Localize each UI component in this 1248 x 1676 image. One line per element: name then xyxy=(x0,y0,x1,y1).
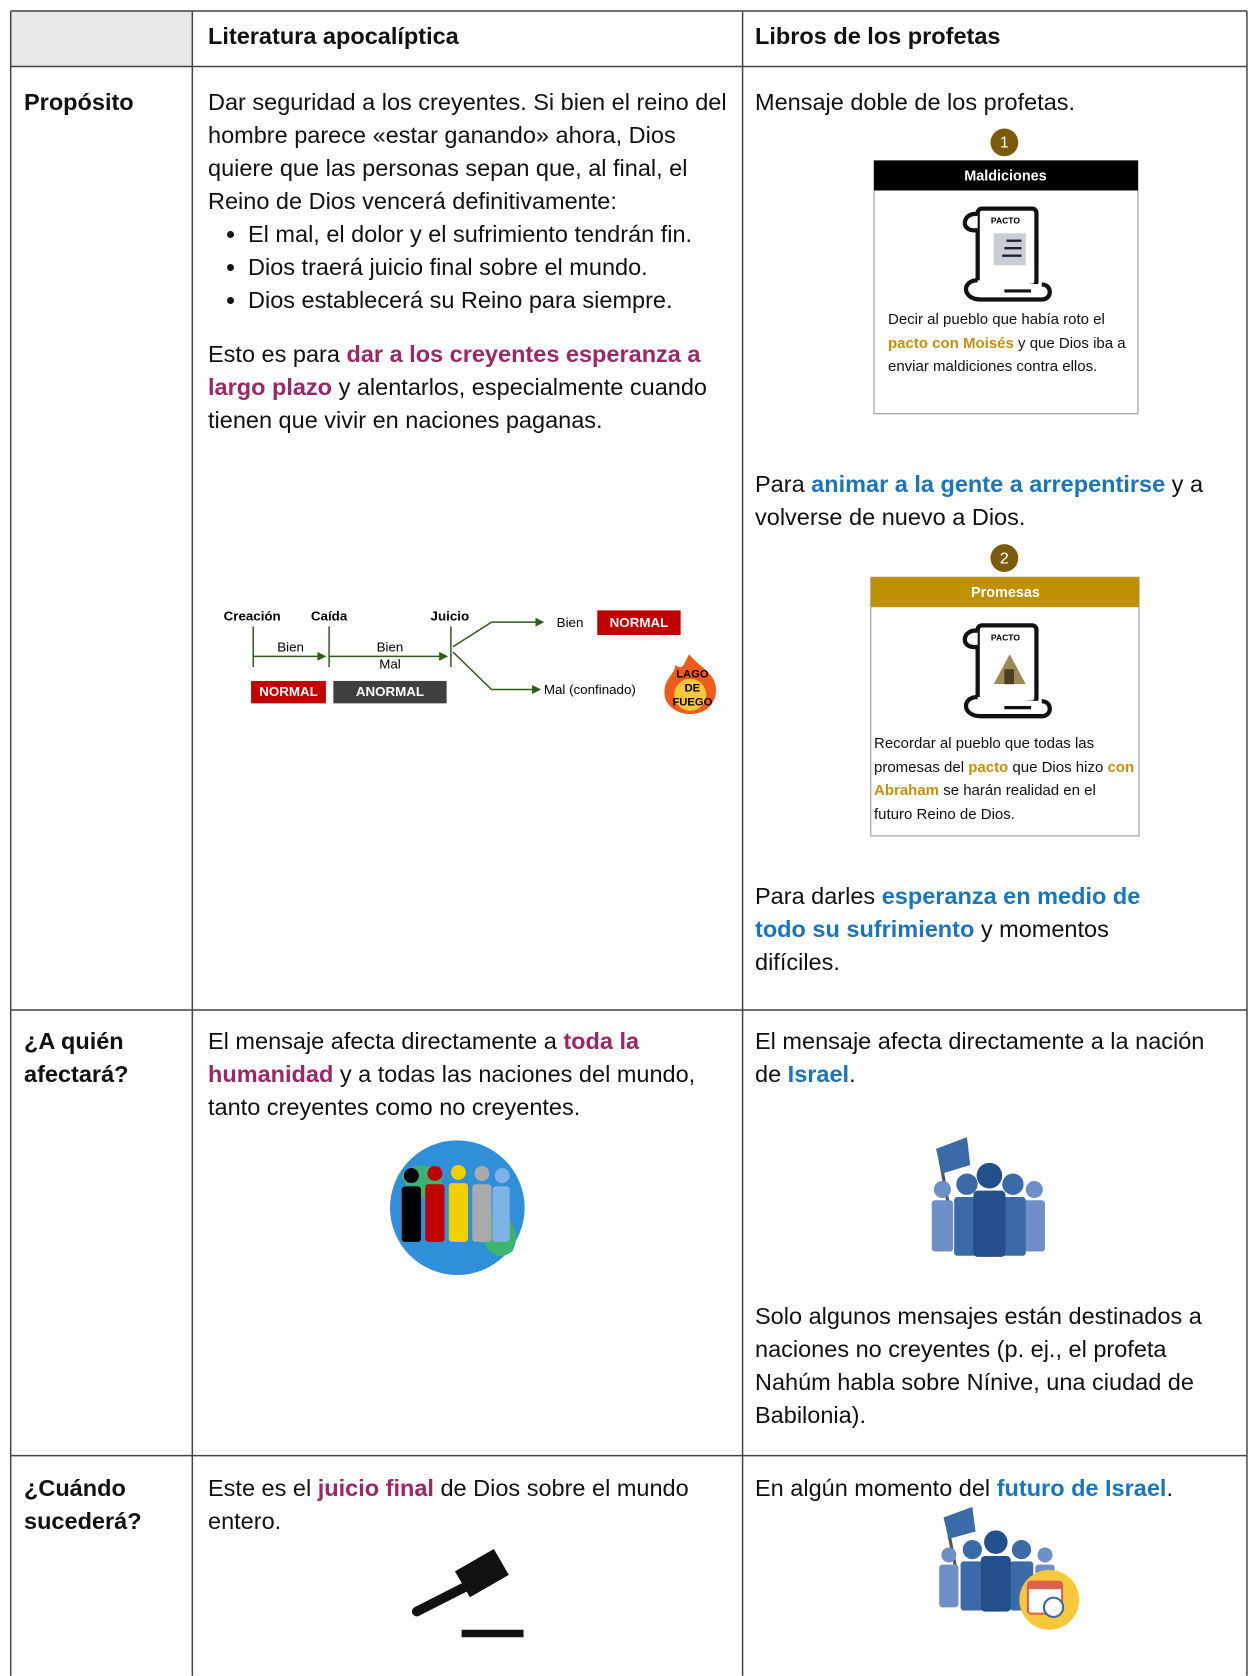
bullet: El mal, el dolor y el sufrimiento tendrá… xyxy=(248,218,730,251)
span-label: Mal xyxy=(379,656,401,671)
text: Decir al pueblo que había roto el xyxy=(888,311,1105,328)
span-label: Bien xyxy=(277,639,304,654)
icon-label: PACTO xyxy=(991,632,1020,642)
paragraph: Este es el juicio final de Dios sobre el… xyxy=(208,1472,738,1538)
outcome-label: Bien xyxy=(557,615,584,630)
paragraph: Dar seguridad a los creyentes. Si bien e… xyxy=(208,89,727,214)
highlight: juicio final xyxy=(317,1475,434,1501)
text: y que Dios iba a enviar maldiciones cont… xyxy=(888,334,1126,376)
highlight: animar a la gente a arrepentirse xyxy=(811,471,1166,497)
text: En algún momento del xyxy=(755,1475,997,1501)
paragraph: Mensaje doble de los profetas. xyxy=(755,89,1076,115)
text: Esto es para xyxy=(208,341,347,367)
text: y a volverse de nuevo a Dios. xyxy=(755,471,1204,530)
outcome-tag: NORMAL xyxy=(610,615,669,630)
highlight: con Abraham xyxy=(874,758,1135,800)
humanity-icon xyxy=(390,1140,525,1276)
outcome-label: Mal (confinado) xyxy=(544,682,636,697)
span-label: Bien xyxy=(377,639,404,654)
highlight: pacto con Moisés xyxy=(888,334,1014,352)
era-label: NORMAL xyxy=(259,684,318,699)
text: de Dios sobre el mundo entero. xyxy=(208,1475,689,1534)
highlight: Israel xyxy=(787,1061,850,1087)
text: . xyxy=(1166,1475,1173,1501)
text: y a todas las naciones del mundo, tanto … xyxy=(208,1061,696,1120)
bullet: Dios traerá juicio final sobre el mundo. xyxy=(248,251,730,284)
highlight: futuro de Israel xyxy=(996,1475,1167,1501)
text: El mensaje afecta directamente a la naci… xyxy=(755,1028,1205,1087)
row-label: ¿A quién afectará? xyxy=(24,1028,129,1087)
curses-card: 1 Maldiciones PACTO xyxy=(873,128,1139,415)
highlight: toda la humanidad xyxy=(208,1028,640,1087)
paragraph: Solo algunos mensajes están destinados a… xyxy=(755,1303,1202,1428)
card-title: Promesas xyxy=(971,585,1040,601)
future-icon xyxy=(939,1506,1080,1630)
bullet: Dios establecerá su Reino para siempre. xyxy=(248,284,730,317)
era-label: ANORMAL xyxy=(356,684,424,699)
fire-label: LAGO xyxy=(676,668,709,680)
card-text: Decir al pueblo que había roto el pacto … xyxy=(888,308,1140,379)
row-label: ¿Cuándo sucederá? xyxy=(24,1475,142,1534)
israel-icon xyxy=(931,1137,1045,1257)
purpose-apocalyptic: Dar seguridad a los creyentes. Si bien e… xyxy=(208,86,730,437)
card-number: 2 xyxy=(1000,549,1009,567)
event-label: Caída xyxy=(311,608,348,623)
card-text: Recordar al pueblo que todas las promesa… xyxy=(874,732,1136,826)
highlight: dar a los creyentes esperanza a largo pl… xyxy=(208,341,701,400)
card-title: Maldiciones xyxy=(964,168,1046,184)
bullet-list: El mal, el dolor y el sufrimiento tendrá… xyxy=(208,218,730,317)
text: y alentarlos, especialmente cuando tiene… xyxy=(208,374,707,433)
paragraph: En algún momento del futuro de Israel. xyxy=(755,1472,1247,1505)
row-label: Propósito xyxy=(24,89,134,115)
text: Para xyxy=(755,471,812,497)
timeline: Creación Caída Juicio Bien Bien Mal NORM… xyxy=(224,608,717,715)
fire-label: DE xyxy=(685,682,701,694)
fire-label: FUEGO xyxy=(672,696,712,708)
text: que Dios hizo xyxy=(1008,758,1108,776)
highlight: pacto xyxy=(968,758,1009,776)
text: se harán realidad en el futuro Reino de … xyxy=(874,782,1096,823)
event-label: Juicio xyxy=(431,608,470,623)
paragraph: Para darles esperanza en medio de todo s… xyxy=(755,880,1195,979)
text: Este es el xyxy=(208,1475,318,1501)
header-corner xyxy=(10,10,193,67)
text: . xyxy=(849,1061,856,1087)
gavel-icon xyxy=(411,1548,524,1638)
paragraph: El mensaje afecta directamente a la naci… xyxy=(755,1025,1225,1091)
highlight: esperanza en medio de todo su sufrimient… xyxy=(755,883,1141,942)
text: Recordar al pueblo que todas las promesa… xyxy=(874,735,1095,776)
table-grid xyxy=(9,10,1248,1676)
card-number: 1 xyxy=(1000,134,1009,152)
icon-label: PACTO xyxy=(991,216,1020,226)
paragraph: Esto es para dar a los creyentes esperan… xyxy=(208,338,730,437)
text: Para darles xyxy=(755,883,882,909)
column-header: Literatura apocalíptica xyxy=(208,23,459,49)
column-header: Libros de los profetas xyxy=(755,23,1001,49)
promises-card: 2 Promesas PACTO xyxy=(870,544,1140,837)
event-label: Creación xyxy=(224,608,281,623)
paragraph: Para animar a la gente a arrepentirse y … xyxy=(755,468,1245,534)
paragraph: El mensaje afecta directamente a toda la… xyxy=(208,1025,738,1124)
text: y momentos difíciles. xyxy=(755,916,1109,975)
text: El mensaje afecta directamente a xyxy=(208,1028,564,1054)
